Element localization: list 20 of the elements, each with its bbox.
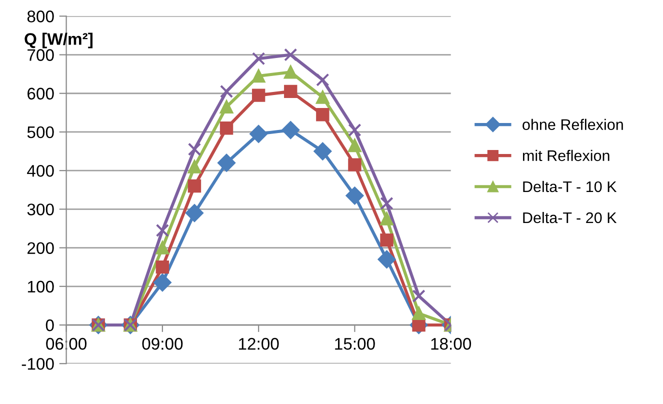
y-tick-label: 700 <box>28 49 54 61</box>
legend-label: ohne Reflexion <box>522 118 623 130</box>
legend-label: Delta-T - 10 K <box>523 180 617 192</box>
y-tick-label: -100 <box>22 358 54 370</box>
y-tick-label: 0 <box>46 319 54 332</box>
x-tick-label: 06:00 <box>46 338 87 350</box>
y-tick-label: 500 <box>27 126 54 138</box>
y-axis-title: Q [W/m²] <box>24 32 92 48</box>
legend-label: Delta-T - 20 K <box>523 212 617 224</box>
x-tick-label: 09:00 <box>142 338 183 350</box>
y-tick-label: 600 <box>28 88 54 100</box>
x-tick-label: 12:00 <box>238 338 279 350</box>
y-tick-label: 300 <box>27 204 54 216</box>
y-tick-label: 200 <box>28 242 54 254</box>
legend-label: mit Reflexion <box>522 150 610 162</box>
x-tick-label: 18:00 <box>431 338 472 350</box>
y-tick-label: 800 <box>27 10 54 22</box>
x-tick-label: 15:00 <box>335 338 375 350</box>
y-tick-label: 100 <box>28 280 54 293</box>
y-tick-label: 400 <box>27 164 54 177</box>
